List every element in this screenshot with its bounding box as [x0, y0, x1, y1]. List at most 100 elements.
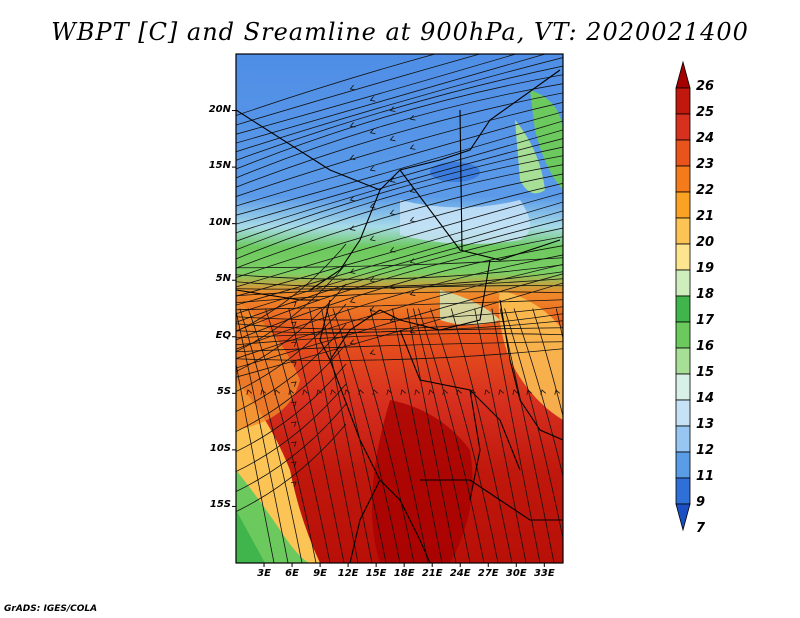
streamline: [236, 245, 563, 341]
colorbar-segment: [675, 347, 691, 375]
streamline-arrow: [369, 349, 376, 355]
colorbar-segment: [675, 269, 691, 297]
colorbar-label: 12: [696, 443, 715, 458]
colorbar-label: 20: [696, 235, 715, 250]
streamline-arrow: [389, 209, 396, 216]
streamline-arrow: [246, 389, 252, 395]
streamline-arrow: [484, 389, 490, 395]
streamline: [236, 263, 563, 360]
colorbar-label: 21: [696, 209, 715, 224]
streamline: [236, 285, 563, 297]
streamline: [430, 308, 499, 563]
streamline: [406, 308, 457, 563]
streamline-arrow: [597, 390, 602, 395]
lat-label: EQ: [215, 329, 231, 341]
streamline-arrow: [290, 381, 297, 387]
lon-label: 12E: [337, 568, 359, 579]
streamline: [236, 210, 563, 306]
colorbar-label: 26: [696, 79, 715, 94]
lat-label: 5N: [215, 273, 231, 285]
streamline: [265, 308, 331, 563]
streamline-arrow: [369, 276, 376, 283]
colorbar-label: 25: [696, 105, 715, 120]
streamline-arrow: [290, 461, 297, 467]
streamline: [236, 155, 563, 251]
streamline: [236, 138, 563, 234]
streamline-arrow: [349, 84, 356, 91]
streamline-arrow: [409, 328, 416, 334]
streamline-arrow: [290, 441, 297, 447]
colorbar-label: 14: [696, 391, 715, 406]
streamline: [236, 341, 563, 353]
streamline: [504, 308, 563, 541]
colorbar-label: 13: [696, 417, 715, 432]
streamline: [236, 348, 563, 361]
streamline-arrow: [569, 390, 574, 395]
streamline-arrow: [389, 135, 396, 142]
lon-label: 27E: [477, 568, 499, 579]
streamline: [236, 303, 347, 392]
streamline: [236, 57, 563, 153]
streamline: [474, 308, 527, 563]
streamline: [412, 308, 471, 563]
streamline: [347, 308, 415, 563]
colorbar-segment: [675, 113, 691, 141]
streamline-arrow: [369, 165, 376, 172]
streamline: [288, 308, 345, 563]
streamline-arrow: [290, 321, 297, 327]
colorbar-label: 11: [696, 469, 715, 484]
streamline-arrow: [349, 154, 356, 161]
streamline-arrow: [512, 389, 518, 395]
streamline: [450, 308, 513, 563]
colorbar-label: 7: [696, 521, 706, 536]
streamline: [236, 201, 563, 297]
streamline-arrow: [302, 389, 308, 395]
colorbar-label: 19: [696, 261, 715, 276]
streamline-arrow: [414, 389, 420, 395]
streamline-arrow: [409, 290, 416, 296]
streamline: [236, 243, 347, 332]
colorbar-segment: [675, 373, 691, 401]
lon-label: 21E: [421, 568, 443, 579]
streamline-arrow: [369, 235, 376, 242]
colorbar-segment: [675, 477, 691, 505]
streamline: [236, 54, 437, 116]
streamline: [332, 308, 401, 563]
streamline: [236, 263, 347, 352]
streamline: [532, 308, 563, 418]
streamline: [236, 164, 563, 260]
streamline: [236, 343, 347, 432]
lon-label: 9E: [313, 568, 327, 579]
streamline: [236, 192, 563, 288]
colorbar-segment: [675, 295, 691, 323]
streamline: [236, 101, 563, 198]
lat-label: 10N: [208, 216, 231, 228]
streamline: [236, 83, 563, 179]
streamline: [236, 291, 563, 304]
streamline: [236, 219, 563, 315]
map-title: WBPT [C] and Sreamline at 900hPa, VT: 20…: [51, 18, 749, 46]
streamline: [236, 363, 347, 452]
colorbar-segment: [675, 321, 691, 349]
streamline: [236, 111, 563, 207]
colorbar-label: 16: [696, 339, 715, 354]
streamline: [236, 182, 563, 279]
colorbar-segment: [675, 87, 691, 115]
streamline: [236, 283, 347, 372]
colorbar-segment: [675, 217, 691, 245]
streamline-arrow: [409, 144, 416, 150]
streamline: [491, 308, 541, 563]
lat-label: 5S: [216, 386, 231, 398]
streamline: [247, 308, 317, 563]
streamline-arrow: [409, 216, 416, 223]
streamline-arrow: [369, 96, 376, 102]
colorbar-segment: [675, 425, 691, 453]
streamline-arrow: [349, 225, 356, 231]
streamline-arrow: [349, 195, 356, 202]
lon-label: 3E: [257, 568, 271, 579]
streamline-arrow: [442, 389, 448, 395]
lat-label: 20N: [208, 103, 231, 115]
colorbar-label: 17: [696, 313, 715, 328]
lon-label: 15E: [365, 568, 387, 579]
